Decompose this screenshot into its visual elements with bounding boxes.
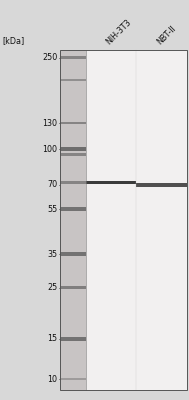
Bar [60,50,86,390]
Text: 25: 25 [47,283,58,292]
Text: NBT-II: NBT-II [155,24,178,46]
Bar [60,50,187,390]
Text: 100: 100 [43,145,58,154]
Bar [60,148,86,151]
Bar [60,337,86,341]
Bar [60,56,86,59]
Bar [60,208,86,211]
Text: 70: 70 [47,180,58,190]
Bar [60,378,86,380]
Text: NIH-3T3: NIH-3T3 [105,17,133,46]
Bar [60,286,86,289]
Text: [kDa]: [kDa] [2,36,24,45]
Text: 55: 55 [47,204,58,214]
Bar [60,153,86,156]
Bar [60,122,86,124]
Bar [60,181,86,184]
Text: 10: 10 [48,375,58,384]
Text: 15: 15 [47,334,58,344]
Text: 250: 250 [42,53,58,62]
Bar [86,180,136,184]
Bar [60,79,86,81]
Bar [136,183,187,186]
Text: 130: 130 [43,118,58,128]
Text: 35: 35 [47,250,58,259]
Bar [60,252,86,256]
Bar [86,50,187,390]
